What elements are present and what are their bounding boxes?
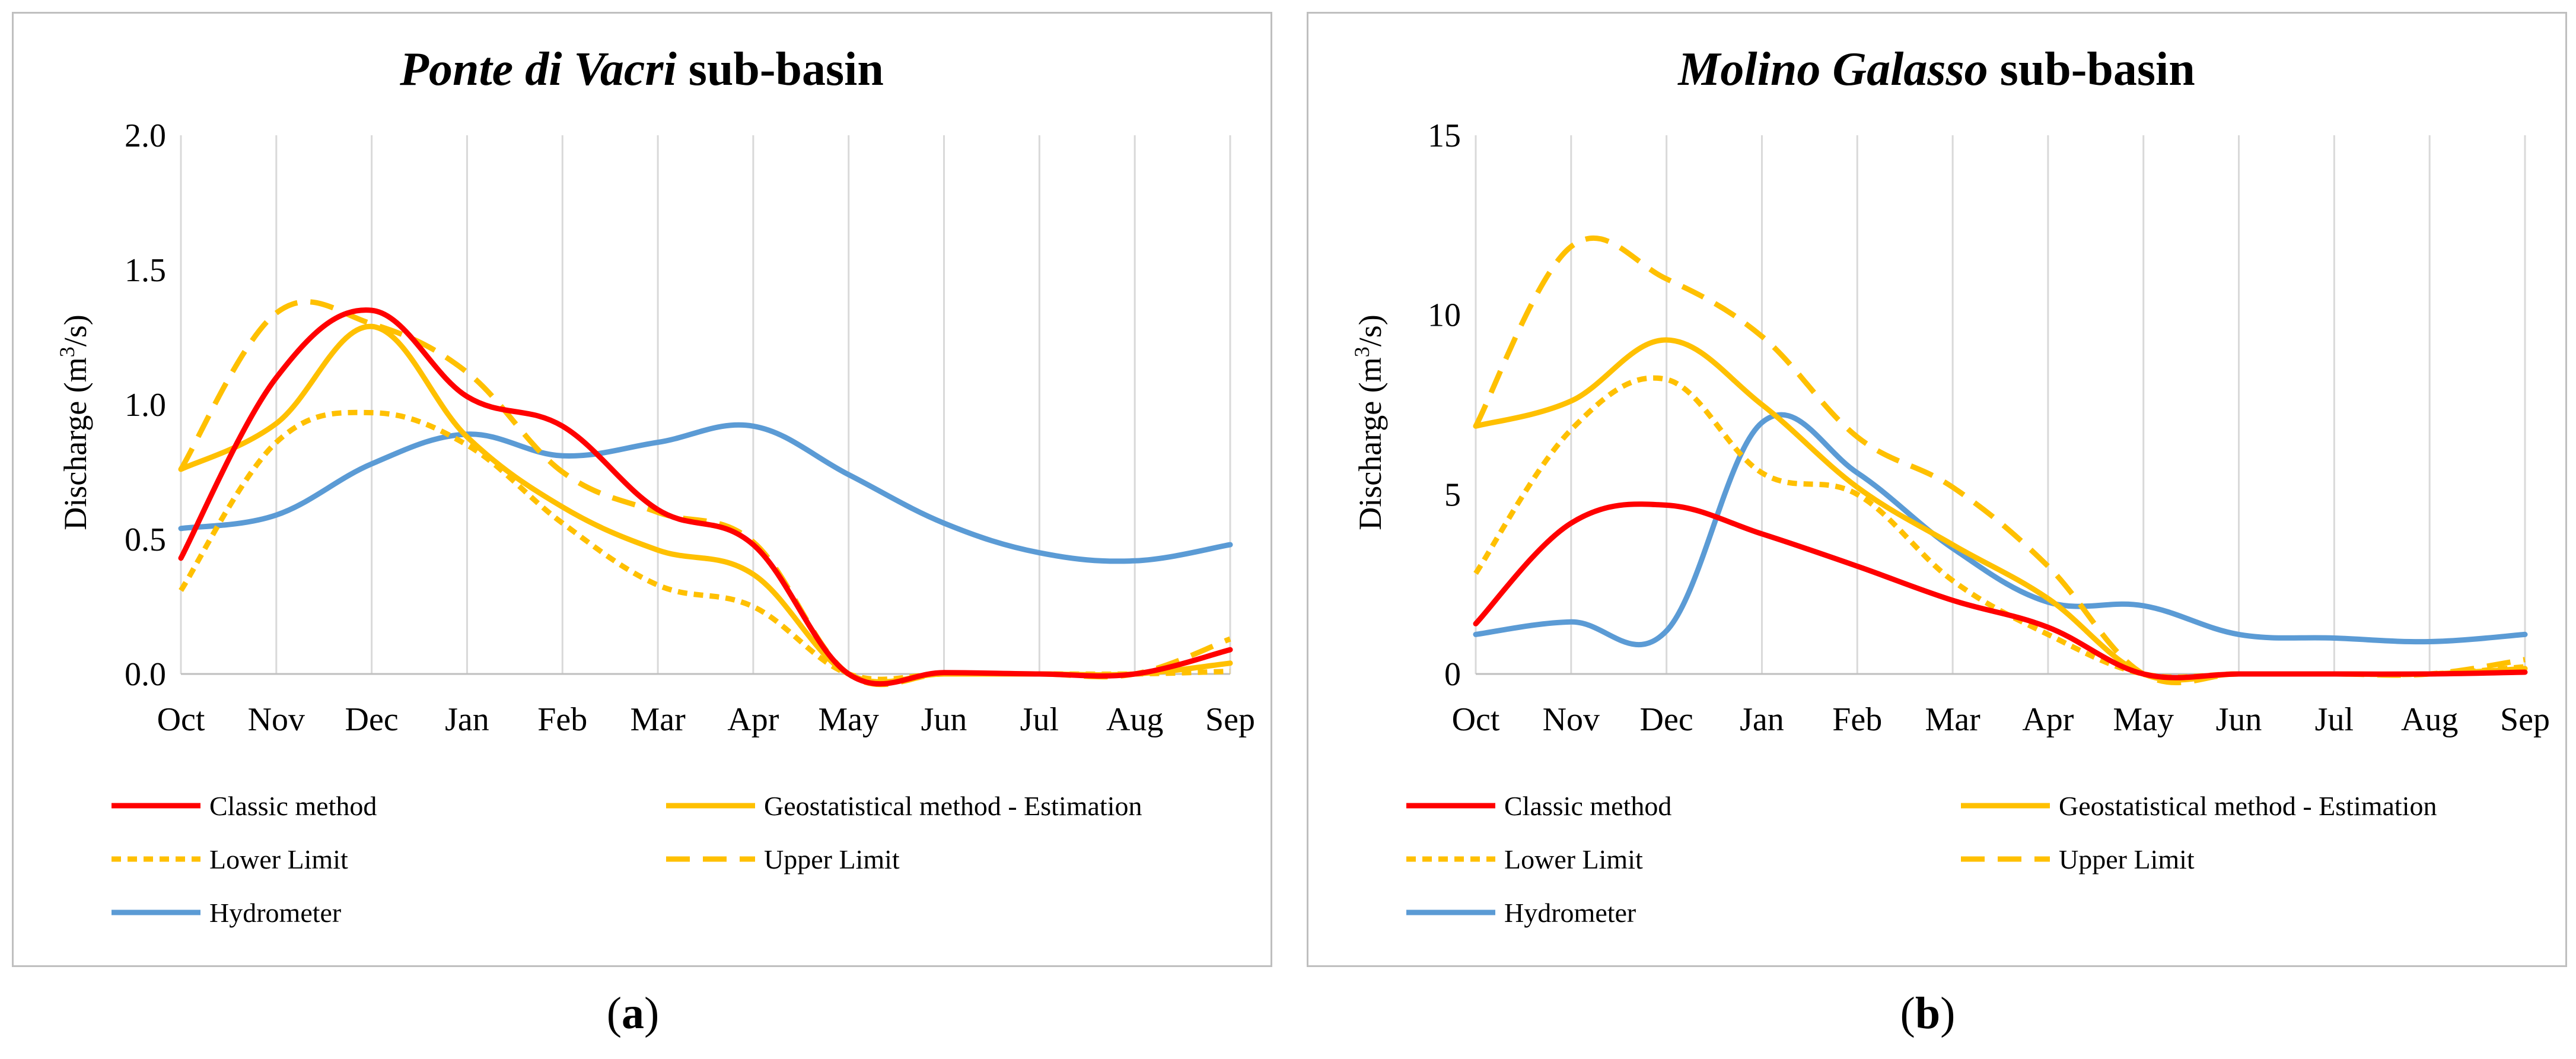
subcaption-a-close: ) [644, 988, 660, 1038]
chart-b-xtick-label: Jun [2216, 701, 2262, 738]
chart-b-title-italic: Molino Galasso [1677, 43, 1988, 96]
chart-b-legend-label: Upper Limit [2059, 844, 2195, 874]
chart-a-series-line [178, 323, 1233, 685]
chart-b-xtick-label: Jul [2315, 701, 2354, 738]
chart-a-ytick-label: 0.0 [125, 656, 166, 693]
chart-a-svg: Ponte di Vacri sub-basin Discharge (m3/s… [55, 43, 1255, 928]
chart-b-xtick-label: Nov [1543, 701, 1600, 738]
chart-b-ytick-label: 0 [1444, 656, 1461, 693]
chart-a-legend-label: Lower Limit [209, 844, 348, 874]
chart-a-ylabel-sup: 3 [55, 346, 79, 357]
chart-a-series-line [178, 307, 1233, 687]
chart-a-ylabel-prefix: Discharge (m [58, 357, 93, 530]
chart-a-xtick-label: Mar [630, 701, 686, 738]
chart-b-title: Molino Galasso sub-basin [1677, 43, 2195, 96]
chart-b-legend-label: Hydrometer [1504, 898, 1636, 928]
subcaption-b-open: ( [1900, 988, 1915, 1038]
chart-b-series-line [1473, 375, 2526, 680]
subcaption-b: (b) [1839, 988, 2017, 1039]
chart-b-series-line [1473, 337, 2528, 683]
chart-a-title: Ponte di Vacri sub-basin [399, 43, 884, 96]
chart-b-xtick-label: Oct [1452, 701, 1500, 738]
chart-b-xtick-label: Feb [1832, 701, 1882, 738]
chart-a-legend-label: Classic method [209, 791, 377, 821]
chart-a-ylabel: Discharge (m3/s) [55, 314, 93, 530]
chart-a-xtick-label: Apr [727, 701, 779, 738]
chart-a-ytick-label: 1.5 [125, 252, 166, 289]
chart-a-xtick-label: Jul [1020, 701, 1059, 738]
chart-panel-a: Ponte di Vacri sub-basin Discharge (m3/s… [12, 12, 1272, 967]
chart-b-series-line [1473, 501, 2528, 680]
chart-b-ytick-label: 10 [1428, 297, 1461, 334]
subcaption-a-open: ( [606, 988, 622, 1038]
chart-b-legend-label: Classic method [1504, 791, 1671, 821]
chart-b-legend-label: Geostatistical method - Estimation [2059, 791, 2437, 821]
chart-a-legend-label: Upper Limit [764, 844, 900, 874]
chart-a-title-rest: sub-basin [677, 43, 884, 96]
chart-b-ytick-label: 5 [1444, 476, 1461, 513]
chart-b-xtick-label: May [2113, 701, 2174, 738]
chart-a-xtick-label: May [818, 701, 879, 738]
chart-b-xtick-label: Dec [1640, 701, 1693, 738]
chart-b-ylabel: Discharge (m3/s) [1350, 314, 1388, 530]
chart-a-xtick-label: Nov [248, 701, 305, 738]
chart-b-series-line [1473, 412, 2528, 647]
chart-b-xtick-label: Mar [1925, 701, 1980, 738]
chart-b-series-line [1473, 236, 2526, 685]
subcaption-a-letter: a [622, 988, 644, 1038]
chart-a-xtick-label: Feb [537, 701, 587, 738]
chart-a-xtick-label: Dec [345, 701, 399, 738]
chart-b-ytick-label: 15 [1428, 117, 1461, 154]
chart-b-xtick-label: Jan [1740, 701, 1784, 738]
chart-b-xtick-label: Sep [2500, 701, 2550, 738]
subcaption-b-letter: b [1915, 988, 1941, 1038]
chart-a-ylabel-suffix: /s) [58, 314, 93, 346]
subcaption-b-close: ) [1940, 988, 1956, 1038]
chart-b-ylabel-suffix: /s) [1352, 314, 1388, 346]
chart-a-title-italic: Ponte di Vacri [399, 43, 677, 96]
chart-a-xtick-label: Sep [1205, 701, 1255, 738]
chart-a-xtick-label: Aug [1106, 701, 1163, 738]
chart-panel-b: Molino Galasso sub-basin Discharge (m3/s… [1307, 12, 2567, 967]
chart-a-xtick-label: Jun [921, 701, 967, 738]
chart-b-xtick-label: Apr [2022, 701, 2074, 738]
chart-a-ytick-label: 1.0 [125, 387, 166, 424]
chart-a-xtick-label: Jan [445, 701, 489, 738]
chart-b-title-rest: sub-basin [1988, 43, 2195, 96]
chart-a-series-line [179, 409, 1231, 682]
chart-a-ytick-label: 0.5 [125, 521, 166, 558]
chart-a-ytick-label: 2.0 [125, 117, 166, 154]
chart-b-xtick-label: Aug [2401, 701, 2458, 738]
chart-a-xtick-label: Oct [157, 701, 205, 738]
chart-a-series-line [179, 299, 1231, 688]
chart-b-legend-label: Lower Limit [1504, 844, 1643, 874]
chart-a-series-line [178, 422, 1233, 564]
chart-a-legend-label: Hydrometer [209, 898, 341, 928]
chart-b-svg: Molino Galasso sub-basin Discharge (m3/s… [1350, 43, 2550, 928]
subcaption-a: (a) [544, 988, 722, 1039]
chart-a-legend-label: Geostatistical method - Estimation [764, 791, 1142, 821]
chart-b-ylabel-sup: 3 [1350, 346, 1374, 357]
chart-b-ylabel-prefix: Discharge (m [1352, 357, 1388, 530]
